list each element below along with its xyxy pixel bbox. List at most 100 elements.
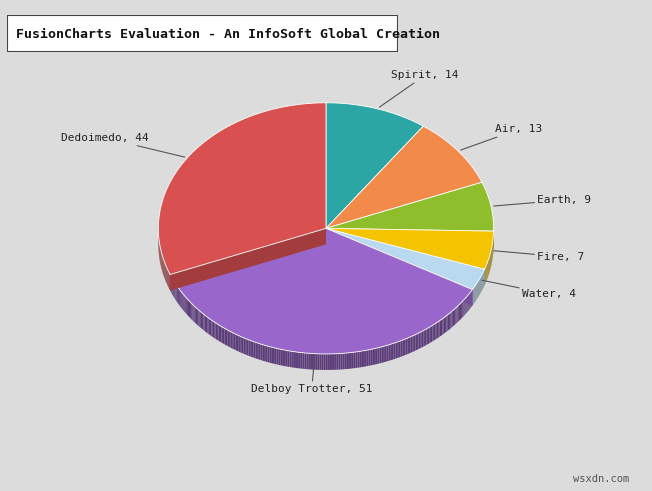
Polygon shape	[286, 350, 288, 367]
Polygon shape	[326, 126, 482, 228]
Polygon shape	[235, 334, 237, 351]
Polygon shape	[461, 301, 462, 319]
Polygon shape	[442, 318, 444, 335]
Polygon shape	[170, 274, 171, 292]
Polygon shape	[262, 345, 264, 361]
Polygon shape	[312, 354, 314, 370]
Polygon shape	[198, 310, 200, 327]
Polygon shape	[363, 351, 365, 367]
Polygon shape	[467, 295, 469, 312]
Polygon shape	[203, 314, 205, 331]
Polygon shape	[183, 294, 184, 311]
Polygon shape	[224, 328, 226, 345]
Polygon shape	[319, 354, 321, 370]
Polygon shape	[170, 228, 473, 354]
Polygon shape	[469, 292, 471, 309]
Polygon shape	[217, 324, 218, 341]
Polygon shape	[459, 304, 460, 321]
Polygon shape	[264, 345, 266, 361]
Polygon shape	[187, 299, 188, 316]
Polygon shape	[346, 353, 348, 369]
Polygon shape	[381, 347, 383, 363]
Polygon shape	[458, 305, 459, 322]
Polygon shape	[447, 315, 448, 332]
Polygon shape	[250, 340, 252, 357]
Polygon shape	[326, 228, 494, 269]
Polygon shape	[289, 351, 291, 367]
Polygon shape	[205, 315, 206, 332]
Text: wsxdn.com: wsxdn.com	[573, 474, 629, 484]
Polygon shape	[237, 335, 239, 352]
Polygon shape	[412, 335, 414, 352]
Polygon shape	[226, 329, 228, 346]
Polygon shape	[291, 351, 293, 368]
Polygon shape	[414, 334, 415, 352]
Polygon shape	[374, 348, 376, 365]
Polygon shape	[392, 343, 394, 360]
Polygon shape	[228, 330, 229, 347]
Polygon shape	[419, 332, 421, 349]
Polygon shape	[179, 289, 180, 306]
Polygon shape	[423, 330, 425, 347]
Polygon shape	[422, 330, 423, 348]
Polygon shape	[186, 297, 187, 314]
Text: Water, 4: Water, 4	[482, 280, 576, 299]
Polygon shape	[196, 307, 197, 325]
Polygon shape	[181, 291, 182, 308]
Polygon shape	[344, 353, 346, 369]
Polygon shape	[242, 337, 244, 354]
Polygon shape	[390, 344, 392, 360]
Polygon shape	[301, 353, 303, 369]
Polygon shape	[232, 332, 234, 349]
Polygon shape	[404, 339, 406, 355]
Polygon shape	[299, 353, 301, 369]
Text: Dedoimedo, 44: Dedoimedo, 44	[61, 133, 185, 157]
Polygon shape	[180, 290, 181, 307]
Polygon shape	[295, 352, 297, 368]
Polygon shape	[432, 325, 434, 341]
Polygon shape	[395, 342, 397, 359]
Polygon shape	[326, 182, 494, 231]
Polygon shape	[210, 319, 211, 336]
Polygon shape	[173, 280, 174, 297]
Polygon shape	[218, 325, 220, 342]
Polygon shape	[331, 354, 333, 370]
Polygon shape	[406, 338, 408, 355]
Polygon shape	[326, 228, 484, 290]
Polygon shape	[174, 281, 175, 299]
FancyBboxPatch shape	[7, 15, 398, 52]
Polygon shape	[248, 340, 250, 356]
Polygon shape	[326, 228, 494, 247]
Polygon shape	[202, 313, 203, 330]
Polygon shape	[323, 354, 325, 370]
Polygon shape	[368, 350, 370, 366]
Polygon shape	[417, 333, 419, 350]
Polygon shape	[158, 103, 326, 274]
Polygon shape	[175, 284, 176, 301]
Polygon shape	[421, 331, 422, 348]
Polygon shape	[329, 354, 331, 370]
Polygon shape	[394, 343, 395, 359]
Polygon shape	[256, 342, 257, 359]
Polygon shape	[338, 354, 340, 370]
Polygon shape	[189, 301, 190, 318]
Polygon shape	[308, 353, 310, 369]
Polygon shape	[211, 320, 213, 337]
Polygon shape	[444, 317, 445, 334]
Polygon shape	[284, 350, 286, 366]
Polygon shape	[399, 341, 400, 357]
Polygon shape	[402, 340, 404, 356]
Polygon shape	[269, 347, 271, 363]
Polygon shape	[275, 348, 276, 364]
Polygon shape	[304, 353, 306, 369]
Polygon shape	[441, 319, 442, 336]
Polygon shape	[352, 352, 354, 368]
Polygon shape	[354, 352, 355, 368]
Polygon shape	[192, 304, 194, 321]
Polygon shape	[321, 354, 323, 370]
Polygon shape	[436, 323, 437, 340]
Text: Spirit, 14: Spirit, 14	[379, 70, 459, 107]
Polygon shape	[326, 228, 494, 247]
Polygon shape	[280, 349, 282, 366]
Polygon shape	[220, 326, 222, 343]
